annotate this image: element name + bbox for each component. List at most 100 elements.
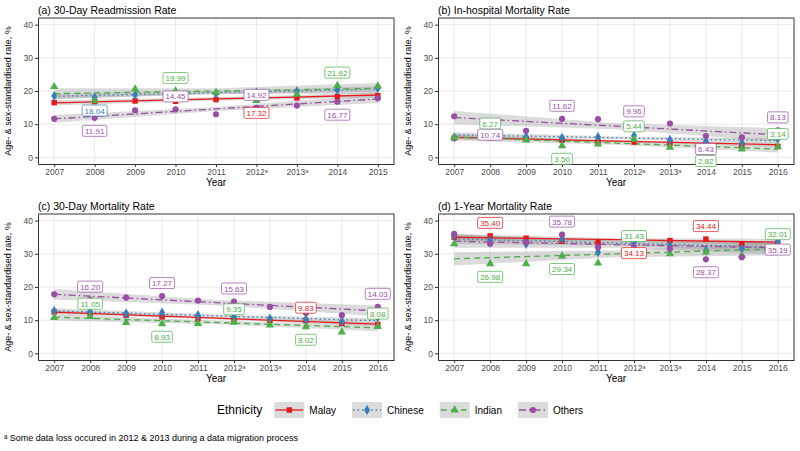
tick-mark	[35, 91, 38, 92]
chart-title: (a) 30-Day Readmission Rate	[38, 4, 176, 16]
data-label-text: 14.92	[246, 91, 267, 100]
data-label-text: 11.05	[80, 300, 100, 309]
tick-mark	[435, 91, 438, 92]
data-label: 8.13	[768, 112, 789, 123]
data-label-text: 17.27	[152, 279, 173, 288]
grid-line	[741, 214, 742, 360]
data-label: 11.05	[78, 298, 102, 309]
tick: 2013ᵃ	[259, 360, 282, 373]
x-axis: 200720082009201020112012ᵃ2013ᵃ2014201520…	[439, 360, 795, 373]
tick: 2013ᵃ	[659, 164, 682, 177]
x-axis: 200720082009201020112012ᵃ2013ᵃ20142015	[39, 164, 395, 177]
label-box	[478, 217, 503, 228]
tick-label: 2012ᵃ	[623, 167, 646, 177]
grid-line	[490, 18, 491, 164]
point	[522, 135, 530, 142]
point	[595, 116, 601, 122]
legend-label: Chinese	[387, 405, 424, 416]
grid-line	[669, 214, 670, 360]
data-label-text: 16.77	[327, 111, 348, 120]
axis-line	[439, 164, 795, 165]
tick-label: 0	[28, 349, 33, 359]
label-box	[221, 283, 246, 294]
label-box	[768, 128, 789, 139]
tick: 2016	[769, 164, 788, 177]
tick: 2010	[553, 360, 572, 373]
data-label-text: 21.62	[327, 69, 348, 78]
tick: 2012ᵃ	[246, 164, 269, 177]
y-axis: 010203040	[424, 215, 439, 361]
point	[302, 322, 310, 329]
y-axis: 010203040	[424, 19, 439, 165]
label-box	[478, 271, 503, 282]
data-label-text: 16.20	[80, 283, 101, 292]
data-label-text: 35.78	[552, 218, 573, 227]
tick-mark	[35, 124, 38, 125]
data-labels: 6.273.505.442.823.1410.7411.629.966.438.…	[478, 100, 788, 166]
axis-line	[438, 19, 439, 165]
tick: 2009	[517, 164, 536, 177]
point	[50, 313, 58, 320]
tick-label: 2011	[589, 363, 608, 373]
tick: 20	[24, 86, 38, 96]
grid-line	[438, 320, 794, 321]
data-label: 35.78	[550, 216, 575, 227]
data-label-text: 8.93	[154, 333, 170, 342]
tick-label: 2011	[589, 167, 608, 177]
point	[739, 254, 745, 260]
marks	[50, 81, 382, 123]
point	[451, 113, 457, 119]
axis-line	[439, 360, 795, 361]
data-label-text: 2.82	[698, 157, 714, 166]
label-box	[150, 278, 175, 289]
point	[51, 116, 57, 122]
data-label-text: 35.40	[480, 219, 501, 228]
point	[293, 90, 301, 97]
confidence-band	[54, 289, 378, 316]
tick-label: 2013ᵃ	[659, 167, 682, 177]
fit-line	[454, 249, 778, 259]
label-box	[325, 67, 350, 78]
tick: 2016	[769, 360, 788, 373]
panel: 200720082009201020112012ᵃ2013ᵃ2014201520…	[3, 200, 395, 384]
point	[486, 259, 494, 266]
grid-line	[438, 57, 794, 58]
tick-mark	[35, 287, 38, 288]
point	[266, 320, 274, 327]
data-label: 18.04	[82, 105, 107, 116]
tick-label: 0	[428, 153, 433, 163]
tick: 30	[424, 249, 438, 259]
data-label: 29.34	[550, 264, 575, 275]
tick: 2009	[517, 360, 536, 373]
tick: 2008	[81, 360, 100, 373]
y-axis-title: Age- & sex-standardised rate, %	[403, 222, 413, 352]
label-box	[765, 229, 790, 240]
data-label: 5.44	[624, 121, 645, 132]
tick-label: 40	[424, 20, 434, 30]
point	[451, 231, 457, 237]
data-label: 28.37	[693, 267, 718, 278]
tick-label: 30	[424, 249, 434, 259]
tick: 2007	[45, 164, 64, 177]
data-label-text: 8.02	[298, 336, 314, 345]
data-label-text: 34.13	[624, 249, 645, 258]
data-label-text: 3.50	[554, 155, 570, 164]
tick: 2010	[553, 164, 572, 177]
legend-title: Ethnicity	[217, 403, 262, 417]
tick: 10	[424, 119, 438, 129]
legend-marker	[451, 405, 459, 412]
plot-area	[38, 214, 394, 360]
tick-label: 2012ᵃ	[623, 363, 646, 373]
point	[123, 308, 129, 318]
tick: 2009	[126, 164, 145, 177]
label-box	[296, 334, 317, 345]
tick-mark	[435, 353, 438, 354]
point	[487, 241, 493, 247]
data-label: 35.40	[478, 217, 503, 228]
legend: EthnicityMalayChineseIndianOthers	[217, 402, 583, 418]
grid-line	[341, 214, 342, 360]
point	[774, 142, 782, 149]
tick: 2008	[481, 360, 500, 373]
tick-mark	[435, 320, 438, 321]
data-label-text: 3.14	[770, 130, 786, 139]
